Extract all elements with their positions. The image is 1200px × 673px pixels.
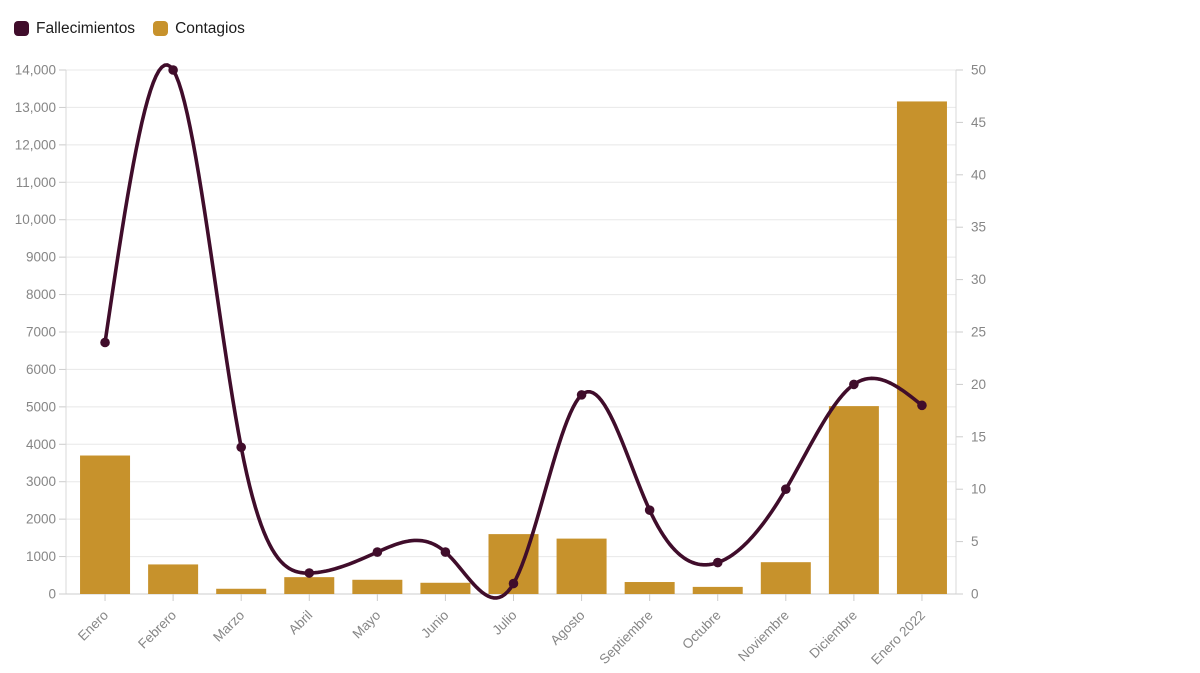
y-right-tick-label: 30 [971,272,986,287]
y-right-tick-label: 5 [971,534,979,549]
legend-label-contagios: Contagios [175,20,245,37]
y-right-tick-label: 20 [971,377,986,392]
y-right-tick-label: 35 [971,220,986,235]
data-point-Agosto [576,390,587,400]
y-right-tick-label: 50 [971,63,986,78]
data-point-Mayo [372,547,383,557]
contagios-swatch-icon [153,21,169,37]
bar-Enero 2022 [896,101,947,594]
bar-Abril [284,577,335,594]
x-tick-label: Octubre [679,608,724,653]
x-tick-label: Enero 2022 [868,608,928,668]
data-point-Octubre [712,557,723,568]
x-tick-label: Julio [489,608,519,638]
data-point-Noviembre [781,484,791,495]
bar-Marzo [216,588,267,594]
legend-item-fallecimientos: Fallecimientos [14,21,135,37]
x-tick-label: Septiembre [596,608,655,667]
y-right-tick-label: 15 [971,429,986,444]
y-left-tick-label: 10,000 [15,212,56,227]
y-left-tick-label: 9000 [26,250,56,265]
data-point-Julio [508,578,519,589]
bar-Agosto [556,538,607,594]
data-point-Diciembre [849,379,859,390]
y-right-tick-label: 40 [971,167,986,182]
data-point-Abril [304,568,315,578]
data-point-Junio [440,547,451,557]
x-tick-label: Diciembre [806,608,860,662]
x-tick-label: Abril [286,608,316,638]
x-tick-label: Agosto [547,608,587,648]
y-left-tick-label: 12,000 [15,137,56,152]
data-point-Enero 2022 [917,400,927,411]
data-point-Marzo [236,442,246,453]
legend: Fallecimientos Contagios [14,21,245,37]
bar-Noviembre [760,562,811,594]
x-tick-label: Febrero [135,608,179,652]
y-left-tick-label: 4000 [26,437,56,452]
x-tick-label: Marzo [210,608,247,645]
y-left-tick-label: 0 [48,587,56,602]
y-left-tick-label: 5000 [26,399,56,414]
data-point-Septiembre [644,505,655,515]
y-left-tick-label: 2000 [26,512,56,527]
bar-Septiembre [624,582,675,594]
data-point-Enero [100,337,110,348]
fallecimientos-swatch-icon [14,21,29,37]
y-right-tick-label: 25 [971,325,986,340]
y-left-tick-label: 13,000 [15,100,56,115]
bar-Diciembre [828,406,879,594]
y-left-tick-label: 8000 [26,287,56,302]
x-tick-label: Noviembre [735,608,792,665]
y-left-tick-label: 6000 [26,362,56,377]
legend-item-contagios: Contagios [153,21,245,37]
x-tick-label: Mayo [350,608,384,642]
y-right-tick-label: 0 [971,587,979,602]
bar-Junio [420,582,471,594]
y-left-tick-label: 11,000 [16,175,56,190]
x-tick-label: Junio [418,608,451,641]
bar-Mayo [352,579,403,594]
y-right-tick-label: 10 [971,482,986,497]
y-left-tick-label: 3000 [26,474,56,489]
bar-Febrero [148,564,199,594]
y-left-tick-label: 1000 [26,549,56,564]
x-tick-label: Enero [75,608,111,644]
bar-Enero [80,455,131,594]
legend-label-fallecimientos: Fallecimientos [36,20,136,37]
y-left-tick-label: 7000 [26,325,56,340]
data-point-Febrero [168,65,178,75]
y-left-tick-label: 14,000 [15,63,56,78]
bar-Octubre [692,586,743,594]
y-right-tick-label: 45 [971,115,986,130]
